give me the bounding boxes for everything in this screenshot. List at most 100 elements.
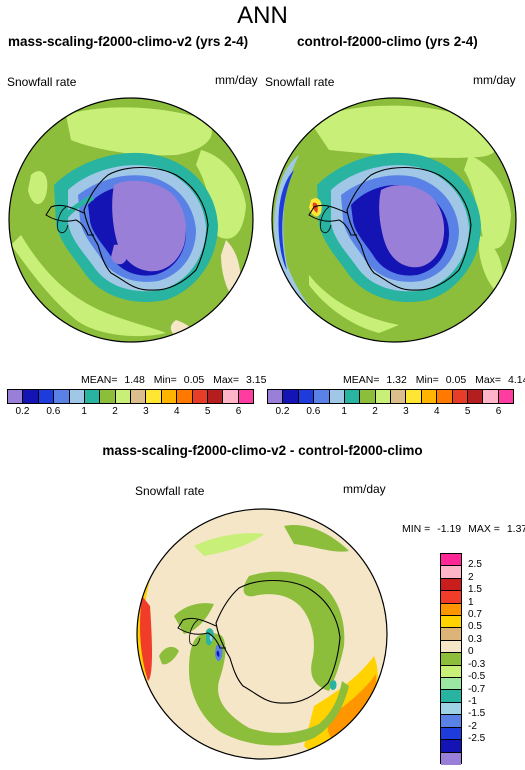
colorbar-tick-label: -0.5 bbox=[468, 671, 486, 683]
colorbar-swatch bbox=[177, 390, 193, 403]
colorbar-tick-label: -2 bbox=[468, 720, 477, 732]
colorbar-swatch bbox=[69, 390, 85, 403]
colorbar-swatch bbox=[441, 616, 461, 629]
colorbar-tick-label: 0.7 bbox=[468, 609, 482, 621]
colorbar-swatch bbox=[192, 390, 208, 403]
min-value: 0.05 bbox=[445, 374, 467, 386]
min-label: MIN = bbox=[402, 523, 431, 535]
colorbar-tick-label: 5 bbox=[464, 406, 471, 417]
panel-1-stats: MEAN= 1.48 Min= 0.05 Max= 3.15 bbox=[81, 374, 266, 386]
colorbar-swatch bbox=[238, 390, 253, 403]
colorbar-swatch bbox=[441, 640, 461, 654]
colorbar-tick-label: 6 bbox=[495, 406, 502, 417]
diff-units: mm/day bbox=[343, 482, 386, 496]
colorbar-swatch bbox=[223, 390, 239, 403]
page-title: ANN bbox=[237, 2, 288, 29]
colorbar-tick-label: 3 bbox=[143, 406, 149, 417]
colorbar-tick-label: -1.5 bbox=[468, 708, 486, 720]
colorbar-panel-2-ticks: 0.2 0.6 1 2 3 4 5 6 bbox=[0, 406, 525, 420]
colorbar-swatch bbox=[54, 390, 70, 403]
colorbar-tick-label: -0.3 bbox=[468, 658, 486, 670]
colorbar-tick-label: 0.6 bbox=[306, 406, 321, 417]
min-value: 0.05 bbox=[183, 374, 205, 386]
diff-title: mass-scaling-f2000-climo-v2 - control-f2… bbox=[102, 443, 423, 458]
colorbar-tick-label: 4 bbox=[174, 406, 180, 417]
colorbar-tick-label: 0.2 bbox=[15, 406, 30, 417]
colorbar-swatch bbox=[467, 390, 484, 403]
colorbar-swatch bbox=[391, 390, 407, 403]
colorbar-swatch bbox=[146, 390, 162, 403]
diff-stats: MIN = -1.19 MAX = 1.37 bbox=[402, 523, 525, 535]
colorbar-swatch bbox=[452, 390, 468, 403]
colorbar-swatch bbox=[441, 603, 461, 617]
colorbar-tick-label: -1 bbox=[468, 695, 477, 707]
colorbar-swatch bbox=[437, 390, 453, 403]
colorbar-tick-label: 1 bbox=[341, 406, 347, 417]
colorbar-swatch bbox=[115, 390, 131, 403]
colorbar-swatch bbox=[441, 628, 461, 641]
colorbar-swatch bbox=[207, 390, 224, 403]
panel-2-map bbox=[271, 97, 517, 343]
colorbar-swatch bbox=[268, 390, 284, 403]
colorbar-swatch bbox=[441, 653, 461, 666]
colorbar-diff bbox=[440, 553, 462, 765]
colorbar-swatch bbox=[283, 390, 299, 403]
colorbar-tick-label: -2.5 bbox=[468, 733, 486, 745]
min-label: Min= bbox=[415, 374, 439, 386]
colorbar-tick-label: 0 bbox=[468, 646, 474, 658]
colorbar-swatch bbox=[298, 390, 315, 403]
colorbar-swatch bbox=[100, 390, 116, 403]
colorbar-tick-label: 1.5 bbox=[468, 584, 482, 596]
colorbar-tick-label: 0.6 bbox=[46, 406, 61, 417]
colorbar-panel-2 bbox=[267, 389, 514, 404]
min-label: Min= bbox=[153, 374, 177, 386]
diff-map bbox=[136, 508, 388, 760]
colorbar-swatch bbox=[441, 690, 461, 703]
diff-variable: Snowfall rate bbox=[135, 484, 205, 498]
colorbar-swatch bbox=[498, 390, 513, 403]
colorbar-swatch bbox=[441, 665, 461, 679]
colorbar-tick-label: 0.2 bbox=[275, 406, 290, 417]
colorbar-swatch bbox=[329, 390, 345, 403]
max-label: MAX = bbox=[468, 523, 500, 535]
panel-1-units: mm/day bbox=[215, 73, 258, 87]
colorbar-tick-label: 2 bbox=[112, 406, 118, 417]
colorbar-tick-label: 1 bbox=[468, 596, 474, 608]
colorbar-swatch bbox=[441, 752, 461, 765]
max-value: 4.14 bbox=[507, 374, 525, 386]
colorbar-tick-label: 6 bbox=[235, 406, 242, 417]
colorbar-tick-label: 0.5 bbox=[468, 621, 482, 633]
colorbar-tick-label: 5 bbox=[204, 406, 211, 417]
max-label: Max= bbox=[213, 374, 240, 386]
colorbar-tick-label: -0.7 bbox=[468, 683, 486, 695]
colorbar-swatch bbox=[8, 390, 24, 403]
mean-value: 1.32 bbox=[386, 374, 407, 386]
panel-2-variable: Snowfall rate bbox=[265, 75, 335, 89]
panel-2-title: control-f2000-climo (yrs 2-4) bbox=[297, 34, 478, 49]
max-value: 1.37 bbox=[506, 523, 525, 535]
colorbar-swatch bbox=[84, 390, 101, 403]
colorbar-tick-label: 2.5 bbox=[468, 559, 482, 571]
colorbar-swatch bbox=[421, 390, 438, 403]
colorbar-swatch bbox=[131, 390, 147, 403]
panel-2-stats: MEAN= 1.32 Min= 0.05 Max= 4.14 bbox=[343, 374, 525, 386]
min-value: -1.19 bbox=[437, 523, 462, 535]
colorbar-tick-label: 0.3 bbox=[468, 633, 482, 645]
colorbar-tick-label: 1 bbox=[81, 406, 87, 417]
colorbar-panel-1 bbox=[7, 389, 254, 404]
mean-label: MEAN= bbox=[81, 374, 118, 386]
colorbar-swatch bbox=[441, 727, 461, 741]
mean-label: MEAN= bbox=[343, 374, 380, 386]
colorbar-swatch bbox=[38, 390, 55, 403]
max-value: 3.15 bbox=[245, 374, 267, 386]
colorbar-tick-label: 3 bbox=[403, 406, 409, 417]
panel-1-map bbox=[8, 97, 254, 343]
colorbar-swatch bbox=[314, 390, 330, 403]
colorbar-tick-label: 2 bbox=[468, 571, 474, 583]
colorbar-diff-ticks: 2.5 2 1.5 1 0.7 0.5 0.3 0 -0.3 -0.5 -0.7 -1 -1.5 -2 -2… bbox=[468, 553, 518, 764]
colorbar-swatch bbox=[360, 390, 376, 403]
colorbar-swatch bbox=[441, 740, 461, 753]
panel-1-variable: Snowfall rate bbox=[7, 75, 77, 89]
colorbar-swatch bbox=[441, 566, 461, 579]
colorbar-swatch bbox=[406, 390, 422, 403]
